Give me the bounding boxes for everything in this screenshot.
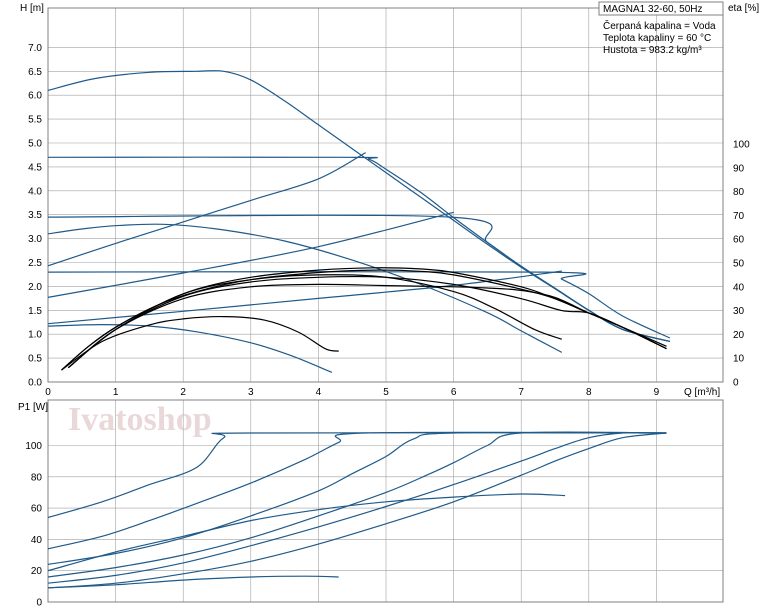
flow-axis-label: Q [m³/h] <box>684 387 720 398</box>
top-plot-frame <box>47 7 724 383</box>
head-tick-label: 0.5 <box>28 354 42 365</box>
top-grid <box>48 8 723 383</box>
power-tick-label: 0 <box>36 598 42 609</box>
head-axis-label: H [m] <box>20 3 44 14</box>
efficiency-curve <box>67 274 563 369</box>
watermark-logo: Ivatoshop <box>68 401 212 438</box>
flow-tick-label: 9 <box>654 387 660 398</box>
flow-tick-label: 0 <box>45 387 51 398</box>
flow-tick-label: 7 <box>518 387 524 398</box>
efficiency-curve <box>67 283 667 369</box>
efficiency-tick-label: 60 <box>733 235 745 246</box>
top-curves <box>47 70 671 373</box>
power-tick-labels: 0 20 40 60 80 100 <box>25 441 42 609</box>
head-tick-label: 5.0 <box>28 139 42 150</box>
info-line-density: Hustota = 983.2 kg/m³ <box>603 45 702 56</box>
title-box <box>598 1 724 16</box>
efficiency-tick-label: 70 <box>733 211 745 222</box>
head-efficiency-panel: 0.0 0.5 1.0 1.5 2.0 2.5 3.0 3.5 4.0 4.5 5.0 5.5 6.0 6… <box>20 1 759 398</box>
flow-tick-label: 2 <box>180 387 186 398</box>
head-tick-label: 6.0 <box>28 91 42 102</box>
efficiency-tick-label: 50 <box>733 259 745 270</box>
head-tick-label: 7.0 <box>28 43 42 54</box>
efficiency-tick-label: 40 <box>733 282 745 293</box>
power-curve <box>47 431 667 550</box>
power-curve <box>47 493 566 572</box>
efficiency-tick-label: 80 <box>733 187 745 198</box>
flow-tick-label: 5 <box>383 387 389 398</box>
head-tick-label: 4.5 <box>28 162 42 173</box>
power-curve <box>47 431 667 565</box>
efficiency-tick-label: 0 <box>733 378 739 389</box>
head-tick-labels: 0.0 0.5 1.0 1.5 2.0 2.5 3.0 3.5 4.0 4.5 5.0 5.5 6.0 6… <box>28 43 42 389</box>
head-tick-label: 4.0 <box>28 186 42 197</box>
power-tick-label: 100 <box>25 441 42 452</box>
head-tick-label: 1.5 <box>28 306 42 317</box>
power-tick-label: 20 <box>31 566 43 577</box>
power-tick-label: 40 <box>31 535 43 546</box>
power-axis-label: P1 [W] <box>18 402 48 413</box>
chart-title: MAGNA1 32-60, 50Hz <box>603 4 703 15</box>
efficiency-tick-labels: 0 10 20 30 40 50 60 70 80 90 100 <box>733 140 750 389</box>
power-curve <box>47 432 667 589</box>
info-line-fluid: Čerpaná kapalina = Voda <box>603 19 716 32</box>
flow-tick-labels: 0 1 2 3 4 5 6 7 8 9 <box>45 387 659 398</box>
info-line-temperature: Teplota kapaliny = 60 °C <box>603 33 711 44</box>
flow-tick-label: 3 <box>248 387 254 398</box>
head-curve <box>47 152 366 267</box>
bottom-plot-frame <box>47 399 724 603</box>
power-curve <box>47 431 667 578</box>
head-curve <box>47 223 563 353</box>
head-curve <box>47 323 333 373</box>
head-curve <box>47 270 671 339</box>
head-tick-label: 5.5 <box>28 115 42 126</box>
head-curve <box>47 211 454 298</box>
flow-tick-label: 4 <box>316 387 322 398</box>
power-tick-label: 80 <box>31 472 43 483</box>
head-tick-label: 3.5 <box>28 210 42 221</box>
power-tick-label: 60 <box>31 504 43 515</box>
efficiency-tick-label: 90 <box>733 163 745 174</box>
power-curve <box>47 575 339 589</box>
power-panel: 0 20 40 60 80 100 P1 [W] Ivatoshop <box>18 399 724 609</box>
flow-tick-label: 8 <box>586 387 592 398</box>
head-tick-label: 2.5 <box>28 258 42 269</box>
head-tick-label: 2.0 <box>28 282 42 293</box>
efficiency-curve <box>61 315 339 371</box>
flow-tick-label: 1 <box>113 387 119 398</box>
efficiency-axis-label: eta [%] <box>728 3 759 14</box>
head-curve <box>47 214 671 342</box>
efficiency-tick-label: 20 <box>733 330 745 341</box>
head-tick-label: 0.0 <box>28 378 42 389</box>
info-box: MAGNA1 32-60, 50Hz Čerpaná kapalina = Vo… <box>598 1 724 56</box>
head-tick-label: 3.0 <box>28 234 42 245</box>
head-tick-label: 6.5 <box>28 67 42 78</box>
efficiency-tick-label: 100 <box>733 140 750 151</box>
head-tick-label: 1.0 <box>28 330 42 341</box>
efficiency-tick-label: 30 <box>733 306 745 317</box>
power-curves <box>47 431 667 589</box>
flow-tick-label: 6 <box>451 387 457 398</box>
efficiency-tick-label: 10 <box>733 354 745 365</box>
